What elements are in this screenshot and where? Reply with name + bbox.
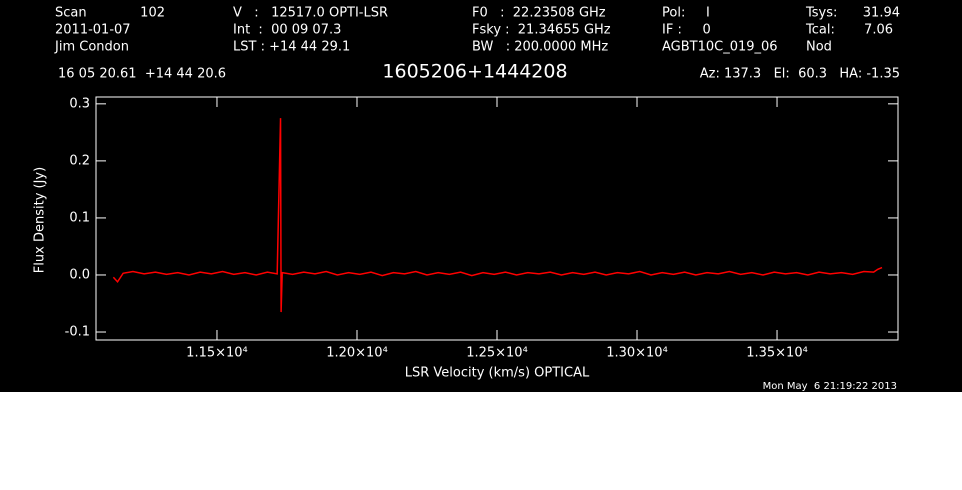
y-tick-label: 0.2 (69, 153, 90, 168)
x-tick-label: 1.15×10⁴ (186, 346, 248, 361)
y-tick-label: -0.1 (65, 325, 90, 340)
label: Tsys: (805, 6, 837, 21)
x-axis-label: LSR Velocity (km/s) OPTICAL (405, 366, 590, 381)
label: Scan (55, 6, 87, 21)
label: Tcal: (805, 23, 835, 38)
info: Nod (806, 40, 832, 55)
info: Int : 00 09 07.3 (233, 23, 341, 38)
x-tick-label: 1.25×10⁴ (466, 346, 528, 361)
chart-title: 1605206+1444208 (382, 61, 567, 83)
timestamp: Mon May 6 21:19:22 2013 (763, 381, 897, 392)
x-tick-label: 1.20×10⁴ (326, 346, 388, 361)
plot-background (0, 0, 962, 392)
observer: Jim Condon (54, 40, 129, 55)
date: 2011-01-07 (55, 23, 131, 38)
header: Scan 102 2011-01-07 Jim Condon V : 12517… (54, 6, 900, 83)
info: Fsky : 21.34655 GHz (472, 23, 611, 38)
x-tick-label: 1.35×10⁴ (746, 346, 808, 361)
info: LST : +14 44 29.1 (233, 40, 350, 55)
info: V : 12517.0 OPTI-LSR (233, 6, 388, 21)
y-tick-label: 0.3 (69, 96, 90, 111)
value: 31.94 (863, 6, 900, 21)
info: IF : 0 (662, 23, 711, 38)
info: F0 : 22.23508 GHz (472, 6, 606, 21)
y-tick-label: 0.0 (69, 267, 90, 282)
info: BW : 200.0000 MHz (472, 40, 608, 55)
y-axis-label: Flux Density (Jy) (33, 167, 48, 273)
info: AGBT10C_019_06 (662, 40, 778, 55)
coordinates: 16 05 20.61 +14 44 20.6 (58, 67, 226, 82)
value: 7.06 (864, 23, 893, 38)
info: Pol: I (662, 6, 710, 21)
pointing: Az: 137.3 El: 60.3 HA: -1.35 (700, 67, 900, 82)
spectrum-line (112, 118, 883, 313)
y-tick-label: 0.1 (69, 210, 90, 225)
value: 102 (140, 6, 165, 21)
x-tick-label: 1.30×10⁴ (606, 346, 668, 361)
